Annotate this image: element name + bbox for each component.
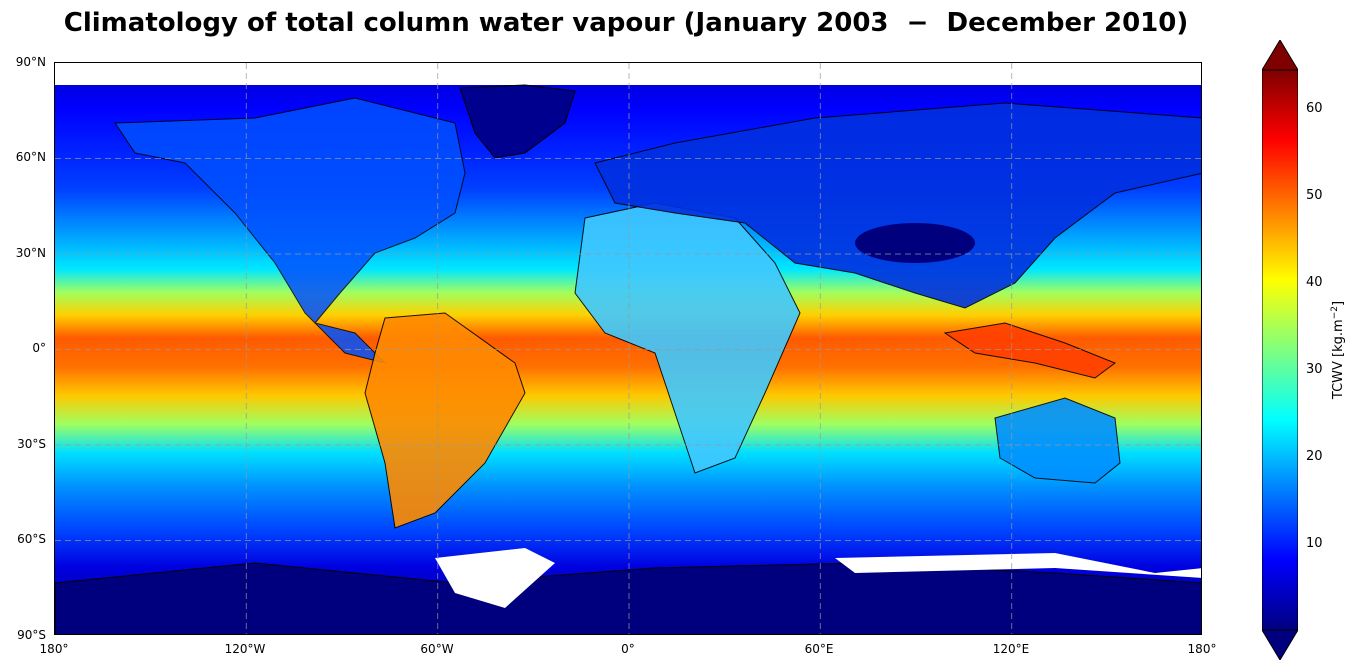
colorbar-tick-label: 40 bbox=[1306, 275, 1323, 290]
antarctic-no-data bbox=[435, 548, 555, 608]
eurasia bbox=[594, 102, 1201, 309]
tibetan-plateau bbox=[855, 223, 975, 263]
lat-tick-label: 60°N bbox=[15, 150, 46, 164]
lon-tick-label: 60°W bbox=[420, 642, 454, 656]
map-title: Climatology of total column water vapour… bbox=[63, 8, 1189, 38]
lat-tick-label: 30°S bbox=[17, 437, 46, 451]
lon-tick-label: 120°E bbox=[992, 642, 1030, 656]
lon-tick-label: 60°E bbox=[804, 642, 834, 656]
colorbar-extend-max bbox=[1262, 40, 1298, 71]
lon-tick-label: 120°W bbox=[224, 642, 266, 656]
south-america bbox=[364, 312, 526, 529]
lon-tick-label: 180° bbox=[39, 642, 69, 656]
lat-tick-label: 30°N bbox=[15, 246, 46, 260]
lat-tick-label: 90°N bbox=[15, 55, 46, 69]
north-america bbox=[114, 97, 466, 364]
colorbar-tick-label: 10 bbox=[1306, 536, 1323, 551]
colorbar-body bbox=[1262, 69, 1298, 631]
lon-tick-label: 0° bbox=[621, 642, 635, 656]
colorbar-tick-label: 60 bbox=[1306, 101, 1323, 116]
lon-tick-label: 180° bbox=[1187, 642, 1217, 656]
arctic-no-data bbox=[55, 63, 1201, 85]
lat-tick-label: 0° bbox=[32, 341, 46, 355]
tcwv-field-map bbox=[55, 63, 1201, 634]
colorbar-tick-label: 20 bbox=[1306, 449, 1323, 464]
antarctic-no-data-2 bbox=[835, 553, 1201, 578]
maritime-continent bbox=[943, 322, 1117, 379]
australia bbox=[994, 397, 1121, 484]
colorbar-tick-label: 30 bbox=[1306, 362, 1323, 377]
greenland bbox=[459, 84, 576, 159]
colorbar-tick-label: 50 bbox=[1306, 188, 1323, 203]
colorbar-extend-min bbox=[1262, 629, 1298, 660]
colorbar-title: TCWV [kg.m−2] bbox=[1329, 300, 1347, 400]
map-panel bbox=[54, 62, 1202, 635]
gridlines bbox=[55, 63, 1201, 634]
lat-tick-label: 90°S bbox=[17, 628, 46, 642]
lat-tick-label: 60°S bbox=[17, 532, 46, 546]
colorbar bbox=[1262, 40, 1298, 660]
